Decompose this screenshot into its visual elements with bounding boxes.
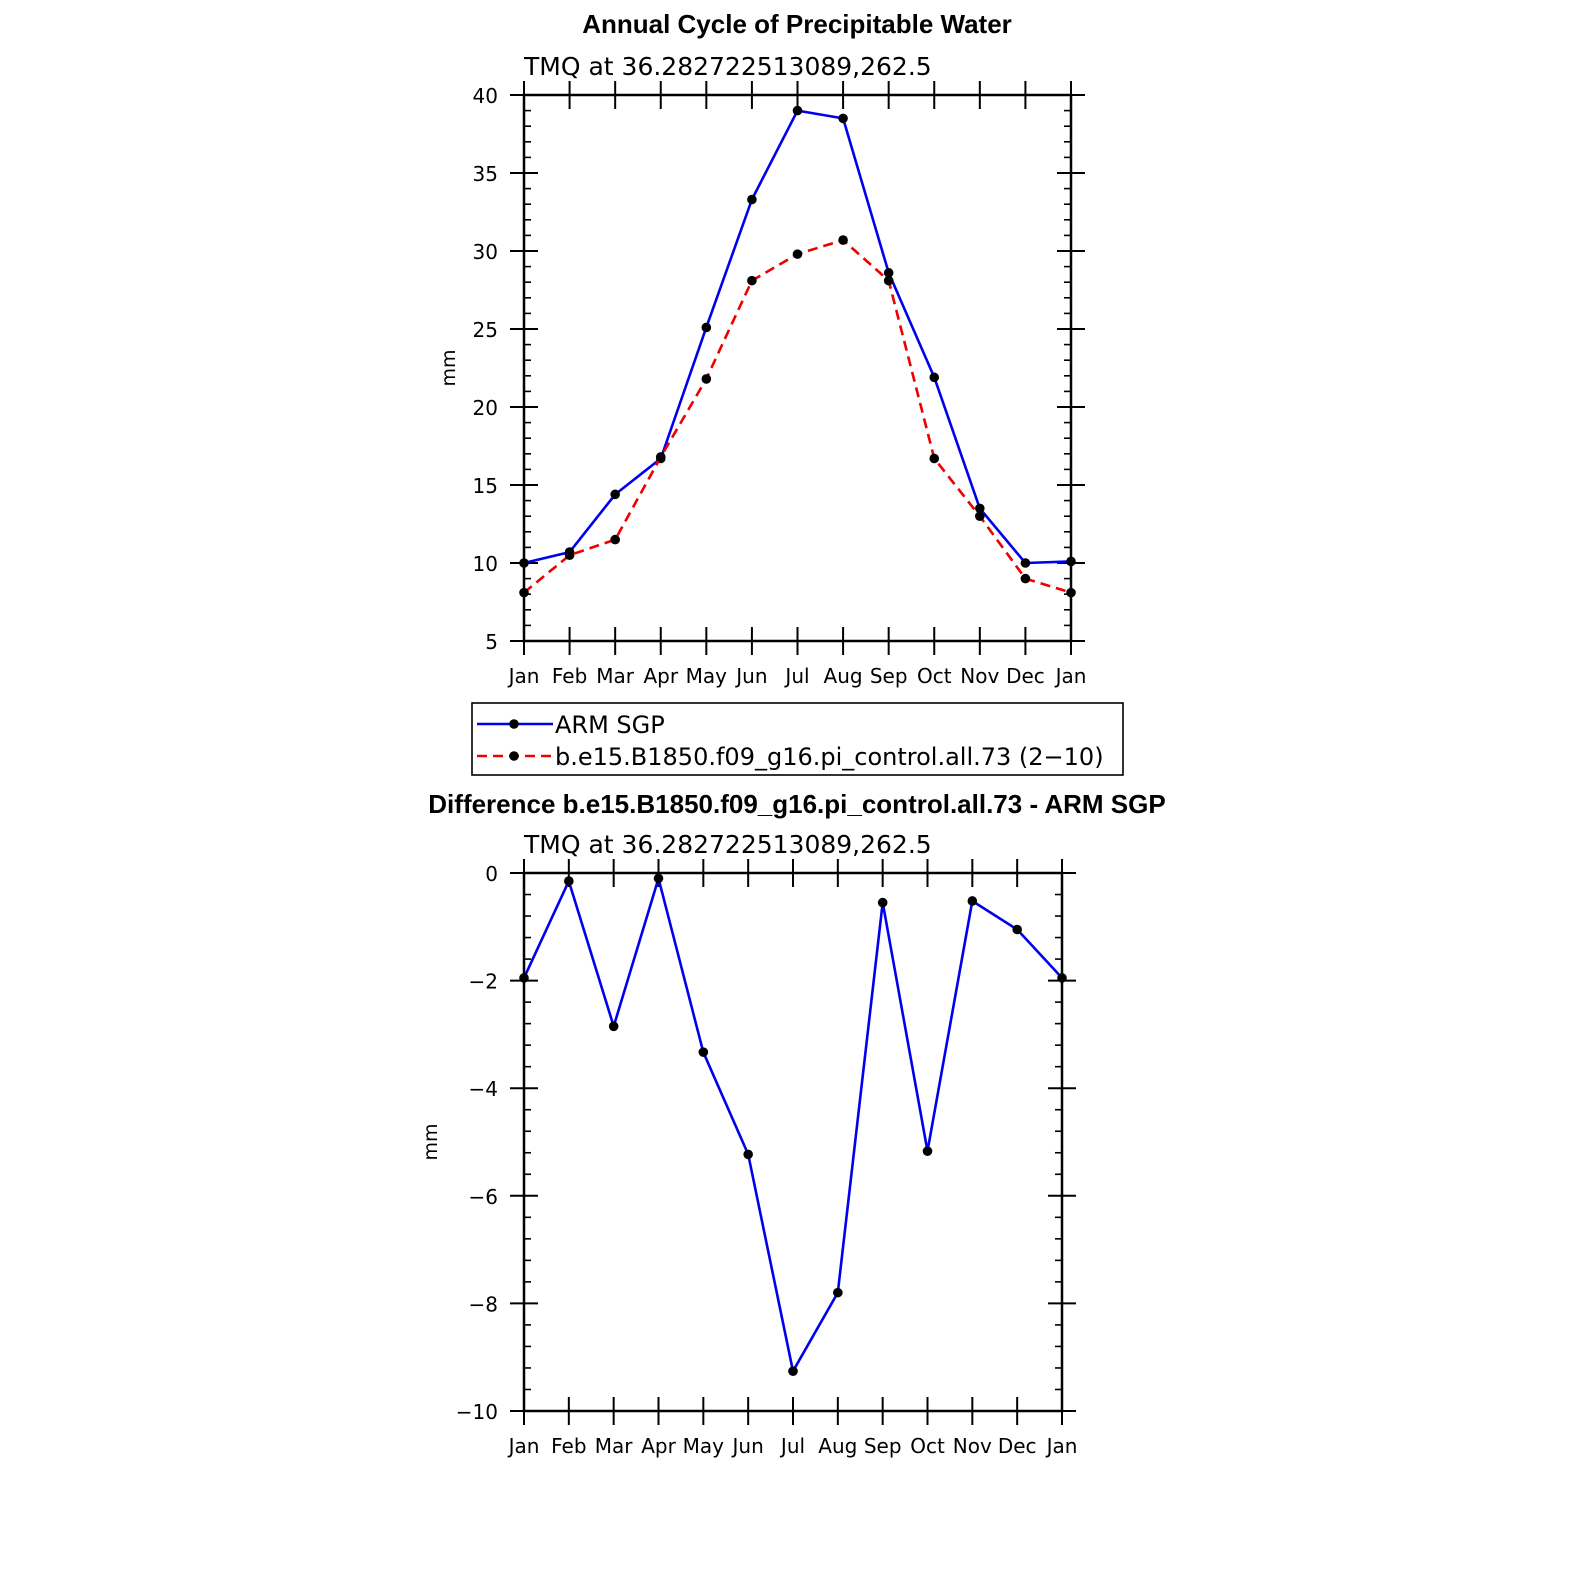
data-point [833,1287,843,1298]
data-point [701,322,712,333]
x-tick-label: Jan [1045,1434,1078,1458]
y-tick-label: 15 [473,474,498,498]
y-tick-label: 35 [473,162,498,186]
y-tick-label: −2 [469,970,498,994]
plot-frame [522,871,1064,1413]
data-point [788,1366,798,1376]
data-point [922,1146,933,1156]
legend-label-2: b.e15.B1850.f09_g16.pi_control.all.73 (2… [555,743,1104,771]
data-point [655,452,666,462]
data-point [1066,556,1076,567]
x-tick-label: Nov [960,664,999,688]
chart-title: Annual Cycle of Precipitable Water [582,9,1012,39]
series-line-1 [523,109,1072,565]
y-axis-label: mm [420,1123,442,1160]
data-point [883,268,894,278]
data-point [929,372,940,383]
x-tick-label: Feb [551,1434,586,1458]
data-point [1012,924,1022,935]
x-tick-label: May [683,1434,725,1458]
data-point [747,194,757,205]
y-axis-label: mm [438,349,460,386]
y-tick-label: 30 [473,240,498,264]
data-point [608,1021,619,1032]
legend: ARM SGP b.e15.B1850.f09_g16.pi_control.al… [471,702,1124,776]
data-point [838,235,848,245]
y-tick-label: 25 [473,318,498,342]
data-point [701,374,712,384]
x-tick-label: Jul [779,1434,805,1458]
x-tick-label: Sep [870,664,908,688]
data-point [929,453,940,464]
x-tick-label: Jan [507,1434,540,1458]
chart-1: Annual Cycle of Precipitable Water TMQ at… [438,9,1124,776]
data-point [698,1047,709,1057]
x-tick-label: Aug [824,664,863,688]
legend-label-1: ARM SGP [555,711,665,739]
data-point [838,113,848,124]
data-point [975,503,985,514]
data-point [967,896,978,906]
data-point [610,534,620,545]
x-tick-label: Jun [731,1434,764,1458]
chart-subtitle: TMQ at 36.282722513089,262.5 [523,830,932,859]
x-tick-label: Jan [507,664,540,688]
plot-frame [522,93,1073,643]
x-tick-label: Dec [998,1434,1037,1458]
data-point [1020,573,1031,584]
x-tick-label: Mar [595,1434,634,1458]
y-tick-label: −10 [456,1400,498,1424]
data-point [792,249,803,259]
data-point [519,587,529,598]
data-point [653,873,664,884]
series-line-2 [523,238,1072,594]
x-tick-label: Jul [783,664,809,688]
chart-title: Difference b.e15.B1850.f09_g16.pi_contro… [428,789,1165,819]
x-tick-label: May [686,664,728,688]
data-point [519,558,529,568]
y-tick-label: 40 [473,84,498,108]
y-tick-label: −8 [469,1292,498,1316]
x-tick-label: Apr [643,664,678,688]
data-point [564,876,574,886]
data-point [743,1149,753,1160]
x-tick-label: Oct [910,1434,945,1458]
chart-2: Difference b.e15.B1850.f09_g16.pi_contro… [420,789,1166,1458]
data-point [519,973,529,983]
x-tick-label: Oct [917,664,952,688]
y-tick-label: 20 [473,396,498,420]
data-point [747,275,757,286]
x-tick-label: Dec [1006,664,1045,688]
data-point [610,489,620,500]
x-tick-label: Jan [1054,664,1087,688]
x-tick-label: Mar [596,664,635,688]
data-point [1020,558,1031,568]
x-tick-label: Jun [734,664,767,688]
data-point [883,275,894,286]
x-tick-label: Aug [818,1434,857,1458]
legend-box [471,702,1124,776]
y-tick-label: −6 [469,1185,498,1209]
x-tick-label: Sep [864,1434,902,1458]
legend-marker [509,751,519,761]
series-line-1 [522,877,1063,1373]
x-tick-label: Feb [552,664,587,688]
data-point [975,511,985,521]
data-point [877,897,888,908]
data-point [1057,973,1067,983]
y-tick-label: 0 [485,862,498,886]
chart-subtitle: TMQ at 36.282722513089,262.5 [523,52,932,81]
x-tick-label: Nov [953,1434,992,1458]
y-tick-label: 5 [485,630,498,654]
y-tick-label: −4 [469,1077,498,1101]
data-point [1066,587,1076,598]
data-point [564,550,575,560]
y-tick-label: 10 [473,552,498,576]
data-point [792,105,803,116]
x-tick-label: Apr [641,1434,676,1458]
legend-marker [509,719,519,729]
